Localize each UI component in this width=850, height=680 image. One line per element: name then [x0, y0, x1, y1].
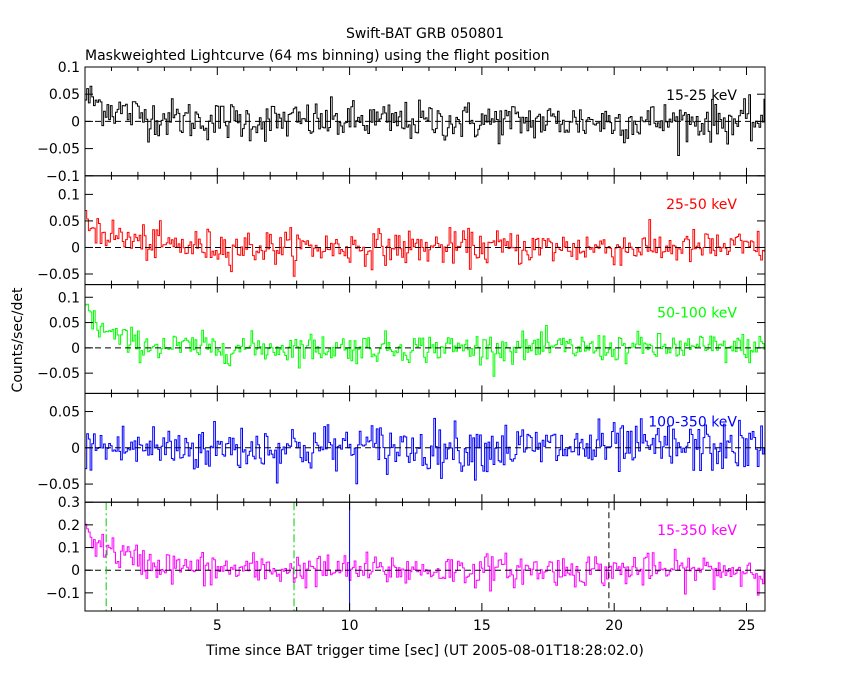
panel-frame [84, 501, 766, 612]
panel-2: −0.05 0 0.05 0.1 25-50 keV [37, 175, 766, 286]
y-tick-label: 0.05 [49, 87, 80, 103]
series-line [85, 210, 765, 277]
y-tick-label: 0.2 [58, 518, 80, 534]
series-label: 15-350 keV [657, 523, 737, 539]
y-tick-label: 0.05 [49, 214, 80, 230]
panels-group: −0.1 −0.05 0 0.05 0.1 15-25 keV −0.05 0 0.05 0.1 2… [37, 60, 766, 634]
x-tick-label: 20 [605, 618, 623, 634]
series-label: 25-50 keV [666, 197, 737, 213]
y-axis-label: Counts/sec/det [10, 287, 26, 392]
series-line [85, 85, 765, 156]
panel-1: −0.1 −0.05 0 0.05 0.1 15-25 keV [37, 60, 766, 185]
y-tick-label: 0 [71, 240, 80, 256]
y-tick-label: 0 [71, 441, 80, 457]
y-tick-label: 0.1 [58, 60, 80, 76]
panel-4: −0.05 0 0.05 100-350 keV [37, 392, 766, 503]
y-tick-label: −0.05 [37, 366, 80, 382]
x-tick-label: 25 [738, 618, 756, 634]
series-label: 15-25 keV [666, 88, 737, 104]
y-tick-label: −0.1 [46, 169, 80, 185]
y-tick-label: 0.3 [58, 495, 80, 511]
y-tick-label: 0 [71, 114, 80, 130]
panel-5: −0.1 0 0.1 0.2 0.3 15-350 keV [46, 495, 766, 612]
series-label: 100-350 keV [648, 414, 737, 430]
panel-3: −0.05 0 0.05 0.1 50-100 keV [37, 284, 766, 394]
x-axis-label: Time since BAT trigger time [sec] (UT 20… [205, 643, 644, 659]
panel-frame [84, 175, 766, 286]
x-tick-label: 15 [473, 618, 491, 634]
chart-subtitle: Maskweighted Lightcurve (64 ms binning) … [85, 48, 550, 64]
y-tick-label: −0.05 [37, 142, 80, 158]
series-line [85, 417, 765, 485]
y-tick-label: 0 [71, 341, 80, 357]
y-tick-label: −0.1 [46, 586, 80, 602]
y-tick-label: 0.1 [58, 187, 80, 203]
y-tick-label: −0.05 [37, 267, 80, 283]
y-tick-label: 0.1 [58, 290, 80, 306]
y-tick-label: 0 [71, 563, 80, 579]
y-tick-label: 0.05 [49, 405, 80, 421]
x-tick-label: 10 [341, 618, 359, 634]
y-tick-label: 0.1 [58, 541, 80, 557]
series-line [85, 303, 765, 377]
chart-title: Swift-BAT GRB 050801 [346, 26, 504, 42]
series-label: 50-100 keV [657, 306, 737, 322]
x-tick-label: 5 [213, 618, 222, 634]
y-tick-label: 0.05 [49, 316, 80, 332]
y-tick-label: −0.05 [37, 477, 80, 493]
